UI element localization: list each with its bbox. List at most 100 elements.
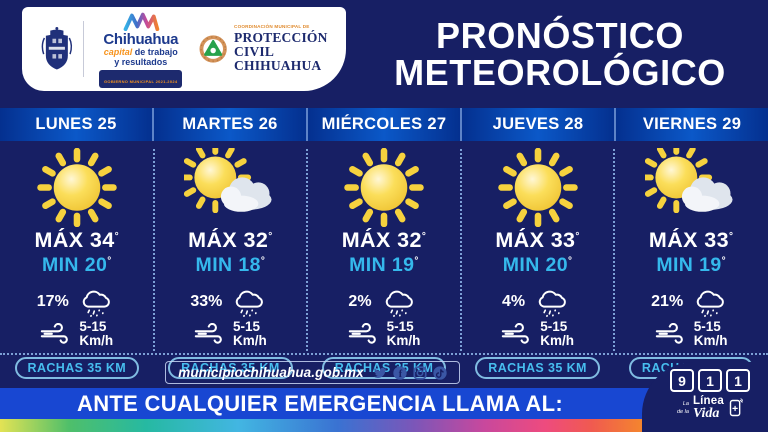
linea-de-la-vida: La de la Línea Vida [677,395,743,421]
min-temperature: MIN 18° [195,253,266,276]
day-header-lunes: LUNES 25 [0,108,154,141]
sun-icon [40,151,113,224]
min-temperature: MIN 19° [349,253,419,276]
wind-icon [501,323,532,345]
chihuahua-logo-banner: GOBIERNO MUNICIPAL 2021-2024 [99,69,183,88]
rain-cloud-icon [691,287,731,318]
twitter-icon[interactable] [373,366,387,380]
weather-condition-icon [338,148,430,227]
chihuahua-logo-name: Chihuahua [103,30,179,48]
gusts-badge: RACHAS 35 KM [475,357,600,379]
chihuahua-logo-tagline2: y resultados [114,56,168,67]
svg-text:f: f [398,368,402,379]
max-temperature: MÁX 33° [648,228,734,252]
wind-icon [655,323,686,345]
wind-row: 5-15 Km/h [655,318,728,348]
page-title: PRONÓSTICO METEOROLÓGICO [352,17,768,91]
wind-speed: 5-15 Km/h [79,318,114,348]
linea-tiny-words: La de la [677,401,689,416]
linea-main-words: Línea Vida [692,395,724,421]
max-temperature: MÁX 32° [341,228,427,252]
weather-condition-icon [184,148,276,227]
rain-probability: 21% [651,293,684,310]
rain-cloud-icon [230,287,270,318]
day-header-viernes: VIERNES 29 [616,108,768,141]
proteccion-civil-emblem-icon [199,35,227,63]
min-temperature: MIN 19° [656,253,727,276]
emergency-bar [0,388,768,419]
chihuahua-municipality-logo: Chihuahua capital de trabajo y resultado… [93,11,189,88]
wind-icon [194,323,225,345]
tiktok-icon[interactable] [433,365,447,380]
website-pill[interactable]: municipiochihuahua.gob.mx f [165,361,460,384]
day-header-jueves: JUEVES 28 [462,108,616,141]
digit-box: 9 [670,369,694,392]
website-url[interactable]: municipiochihuahua.gob.mx [178,365,364,380]
phone-icon [729,398,743,417]
forecast-column-lunes: MÁX 34° MIN 20° 17% 5-15 Km/h RACHAS 35 K… [0,141,155,379]
forecast-grid: MÁX 34° MIN 20° 17% 5-15 Km/h RACHAS 35 K… [0,141,768,379]
digit-box: 1 [726,369,750,392]
proteccion-civil-logo: COORDINACIÓN MUNICIPAL DE PROTECCIÓN CIV… [198,23,338,73]
wind-icon [348,323,379,345]
weather-condition-icon [645,148,737,227]
rain-probability: 33% [190,293,223,310]
rain-cloud-icon [533,287,573,318]
911-badge: 9 1 1 La de la Línea Vida [642,362,768,432]
page-title-line2: METEOROLÓGICO [394,52,726,93]
page-title-line1: PRONÓSTICO [435,15,684,56]
rain-probability: 2% [348,293,372,310]
weather-condition-icon [492,148,584,227]
proteccion-civil-overline: COORDINACIÓN MUNICIPAL DE [234,23,310,29]
wind-speed: 5-15 Km/h [233,318,267,348]
wind-speed: 5-15 Km/h [693,318,728,348]
wind-row: 5-15 Km/h [501,318,574,348]
proteccion-civil-text: COORDINACIÓN MUNICIPAL DE PROTECCIÓN CIV… [234,23,338,73]
911-digit-boxes: 9 1 1 [670,369,750,392]
rain-cloud-icon [380,287,420,318]
rain-probability: 4% [502,293,526,310]
rainbow-strip [0,419,768,432]
chihuahua-logo-tagline: capital de trabajo [103,46,178,57]
rain-probability-row: 17% [37,287,117,317]
min-temperature: MIN 20° [41,253,112,276]
rain-cloud-icon [77,287,117,318]
chihuahua-zigzag-icon [123,12,159,31]
sun-icon [501,151,574,224]
gusts-badge: RACHAS 35 KM [168,357,293,379]
social-icons: f [373,365,447,380]
logo-divider [82,21,84,77]
rain-probability: 17% [36,293,69,310]
day-header-martes: MARTES 26 [154,108,308,141]
rain-probability-row: 4% [502,287,573,317]
digit-box: 1 [698,369,722,392]
sun-icon [348,151,421,224]
max-temperature: MÁX 32° [188,228,273,252]
rain-probability-row: 21% [651,287,731,317]
weather-condition-icon [31,148,123,227]
website-bar: municipiochihuahua.gob.mx f [0,361,625,384]
wind-speed: 5-15 Km/h [540,318,574,348]
proteccion-civil-line2: CHIHUAHUA [234,57,322,73]
chihuahua-crest-logo [41,27,73,70]
instagram-icon[interactable] [413,365,427,380]
day-header-bar: LUNES 25 MARTES 26 MIÉRCOLES 27 JUEVES 2… [0,108,768,141]
dotted-divider [0,353,768,355]
rain-probability-row: 2% [348,287,419,317]
min-temperature: MIN 20° [502,253,573,276]
rain-probability-row: 33% [190,287,270,317]
wind-row: 5-15 Km/h [348,319,420,348]
wind-row: 5-15 Km/h [194,318,267,348]
max-temperature: MÁX 33° [495,228,580,252]
header-logo-panel: Chihuahua capital de trabajo y resultado… [22,7,346,91]
wind-icon [40,323,71,345]
forecast-column-jueves: MÁX 33° MIN 20° 4% 5-15 Km/h RACHAS 35 KM [461,141,615,379]
day-header-miercoles: MIÉRCOLES 27 [308,108,462,141]
emergency-message: ANTE CUALQUIER EMERGENCIA LLAMA AL: [77,390,563,416]
forecast-column-martes: MÁX 32° MIN 18° 33% 5-15 Km/h RACHAS 35 K… [154,141,308,379]
max-temperature: MÁX 34° [34,228,120,252]
facebook-icon[interactable]: f [393,365,407,380]
